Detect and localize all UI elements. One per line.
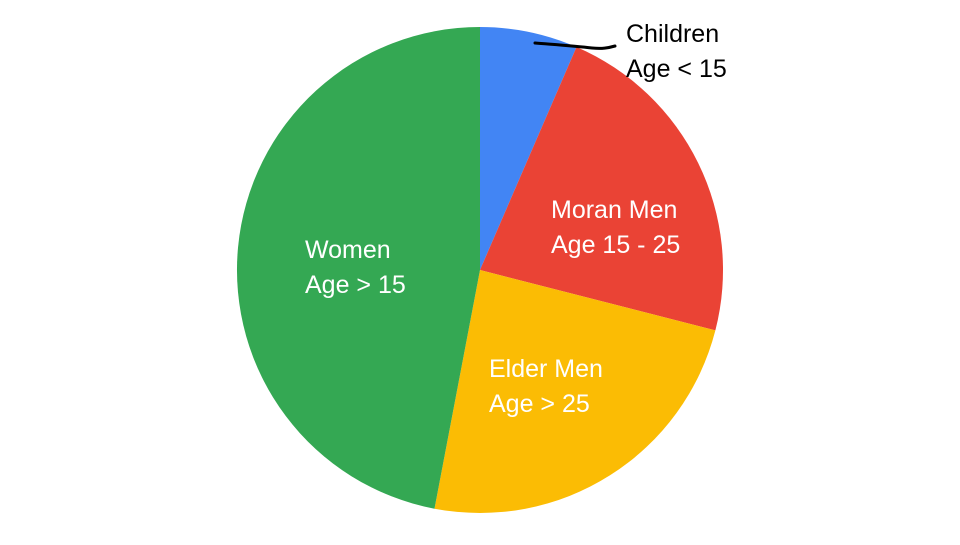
slice-label-line: Age > 15 — [305, 271, 406, 299]
slice-label-line: Elder Men — [489, 355, 603, 383]
slice-label-moran-men: Moran Men Age 15 - 25 — [551, 196, 680, 259]
slice-label-children: Children Age < 15 — [626, 20, 727, 83]
children-leader-line — [533, 41, 617, 50]
pie-slice-women — [236, 26, 480, 509]
pie-slice-elder-men — [434, 270, 716, 514]
slice-label-line: Age < 15 — [626, 55, 727, 83]
slice-label-line: Women — [305, 236, 391, 264]
slice-label-line: Age 15 - 25 — [551, 231, 680, 259]
slice-label-elder-men: Elder Men Age > 25 — [489, 355, 603, 418]
pie-slice-moran-men — [480, 46, 724, 331]
slice-label-line: Moran Men — [551, 196, 677, 224]
pie-slice-children — [480, 27, 577, 270]
slice-label-line: Age > 25 — [489, 390, 590, 418]
slice-label-women: Women Age > 15 — [305, 236, 406, 299]
slice-label-line: Children — [626, 20, 719, 48]
